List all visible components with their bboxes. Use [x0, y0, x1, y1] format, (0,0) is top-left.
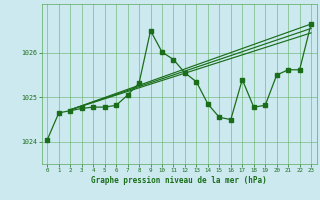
X-axis label: Graphe pression niveau de la mer (hPa): Graphe pression niveau de la mer (hPa): [91, 176, 267, 185]
